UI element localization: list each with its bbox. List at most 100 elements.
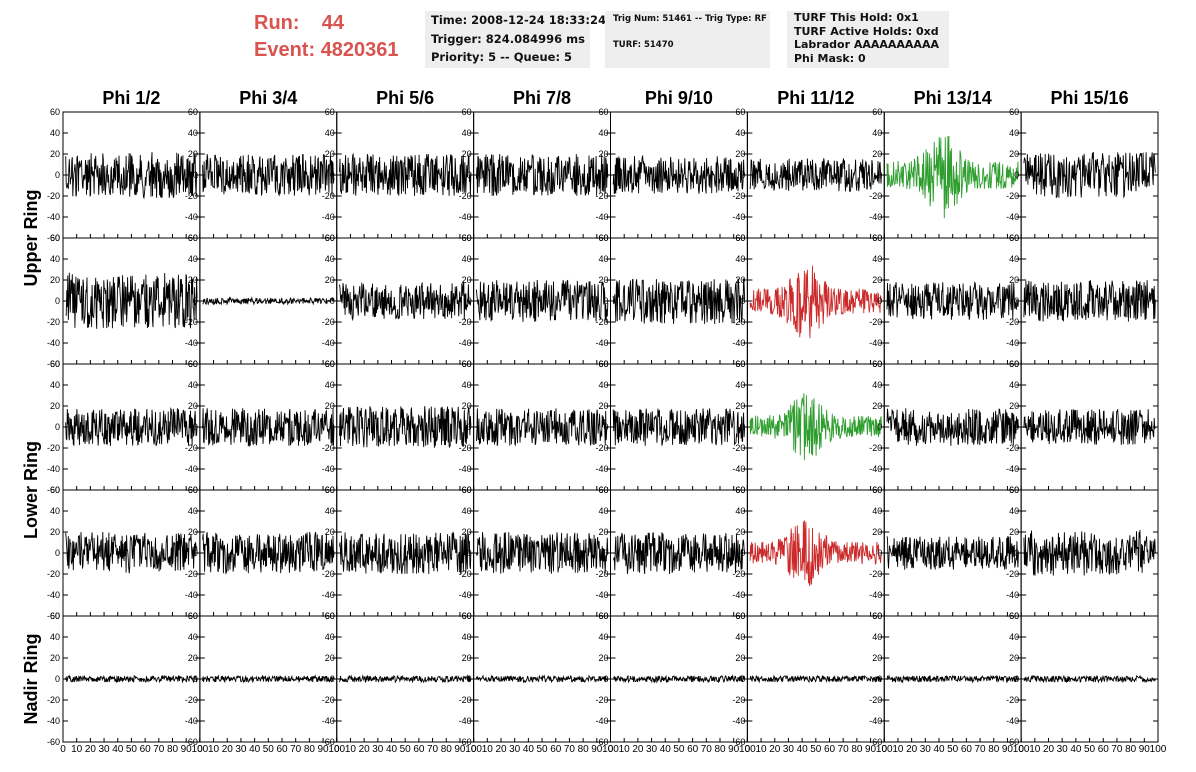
y-tick-label: -60 [47, 737, 60, 747]
waveform-trace [476, 676, 607, 682]
y-tick-label: 0 [877, 422, 882, 432]
y-tick-label: 0 [467, 170, 472, 180]
waveform-trace [66, 676, 197, 682]
y-tick-label: 60 [325, 485, 335, 495]
y-tick-label: 0 [330, 296, 335, 306]
x-tick-label: 30 [99, 744, 111, 755]
x-tick-label: 0 [197, 744, 203, 755]
y-tick-label: 40 [735, 632, 745, 642]
x-tick-label: 50 [537, 744, 549, 755]
x-tick-label: 40 [933, 744, 945, 755]
y-tick-label: 20 [50, 401, 60, 411]
row-title: Nadir Ring [21, 633, 41, 724]
column-title: Phi 13/14 [914, 88, 992, 108]
y-tick-label: -40 [185, 590, 198, 600]
y-tick-label: 0 [877, 170, 882, 180]
y-tick-label: 20 [188, 149, 198, 159]
y-tick-label: 0 [330, 422, 335, 432]
waveform-grid: Phi 1/2 Phi 3/4 Phi 5/6 Phi 7/8 Phi 9/10 Phi … [0, 0, 1196, 772]
x-tick-label: 0 [881, 744, 887, 755]
waveform-trace [340, 282, 471, 320]
y-tick-label: 0 [55, 296, 60, 306]
y-tick-label: -20 [322, 191, 335, 201]
y-tick-label: 20 [325, 149, 335, 159]
y-tick-label: -40 [869, 212, 882, 222]
y-tick-label: -20 [185, 695, 198, 705]
row-title: Lower Ring [21, 441, 41, 539]
y-tick-label: 0 [55, 170, 60, 180]
y-tick-label: -20 [47, 569, 60, 579]
y-tick-label: -60 [1006, 737, 1019, 747]
y-tick-label: 0 [603, 170, 608, 180]
y-tick-label: 0 [193, 296, 198, 306]
x-tick-label: 30 [783, 744, 795, 755]
y-tick-label: 20 [735, 401, 745, 411]
y-tick-label: 40 [598, 254, 608, 264]
y-tick-label: 20 [735, 275, 745, 285]
y-tick-label: 20 [325, 401, 335, 411]
y-tick-label: 40 [1009, 254, 1019, 264]
y-tick-label: -20 [1006, 191, 1019, 201]
y-tick-label: -20 [732, 569, 745, 579]
y-tick-label: 0 [193, 170, 198, 180]
x-tick-label: 10 [756, 744, 768, 755]
waveform-trace [203, 532, 334, 573]
y-tick-label: 40 [1009, 506, 1019, 516]
column-title: Phi 3/4 [239, 88, 297, 108]
x-tick-label: 70 [564, 744, 576, 755]
y-tick-label: 20 [872, 527, 882, 537]
column-title: Phi 5/6 [376, 88, 434, 108]
y-tick-label: 20 [50, 275, 60, 285]
y-tick-label: 60 [50, 611, 60, 621]
y-tick-label: 0 [877, 674, 882, 684]
y-tick-label: 60 [188, 485, 198, 495]
y-tick-label: 60 [735, 359, 745, 369]
x-tick-label: 10 [619, 744, 631, 755]
x-tick-label: 50 [126, 744, 138, 755]
x-tick-label: 20 [359, 744, 371, 755]
y-tick-label: 40 [462, 632, 472, 642]
waveform-trace [1024, 676, 1155, 682]
x-tick-label: 40 [797, 744, 809, 755]
y-tick-label: 0 [55, 422, 60, 432]
y-tick-label: 60 [872, 359, 882, 369]
y-tick-label: 20 [462, 275, 472, 285]
waveform-trace [340, 154, 471, 196]
y-tick-label: 60 [598, 611, 608, 621]
y-tick-label: 60 [735, 233, 745, 243]
y-tick-label: -20 [47, 317, 60, 327]
y-tick-label: -20 [459, 191, 472, 201]
y-tick-label: -20 [732, 695, 745, 705]
y-tick-label: -20 [869, 569, 882, 579]
waveform-trace [203, 676, 334, 682]
y-tick-label: 0 [1014, 422, 1019, 432]
x-tick-label: 70 [838, 744, 850, 755]
waveform-trace [476, 154, 607, 196]
x-tick-label: 60 [961, 744, 973, 755]
y-tick-label: 60 [598, 359, 608, 369]
x-tick-label: 0 [745, 744, 751, 755]
x-tick-label: 40 [386, 744, 398, 755]
y-tick-label: 0 [1014, 674, 1019, 684]
y-tick-label: 40 [872, 254, 882, 264]
y-tick-label: 20 [735, 653, 745, 663]
x-tick-label: 50 [400, 744, 412, 755]
x-tick-label: 60 [824, 744, 836, 755]
y-tick-label: 0 [467, 296, 472, 306]
x-tick-label: 10 [71, 744, 83, 755]
waveform-trace [613, 278, 744, 324]
y-tick-label: 40 [462, 380, 472, 390]
waveform-trace [340, 406, 471, 448]
waveform-trace [613, 156, 744, 194]
y-tick-label: 20 [462, 527, 472, 537]
y-tick-label: 40 [188, 128, 198, 138]
y-tick-label: -40 [185, 212, 198, 222]
y-tick-label: 0 [1014, 548, 1019, 558]
y-tick-label: 20 [188, 653, 198, 663]
y-tick-label: -40 [869, 590, 882, 600]
y-tick-label: -40 [595, 338, 608, 348]
x-tick-label: 40 [112, 744, 124, 755]
y-tick-label: 60 [188, 611, 198, 621]
x-tick-label: 20 [769, 744, 781, 755]
y-tick-label: 40 [188, 506, 198, 516]
